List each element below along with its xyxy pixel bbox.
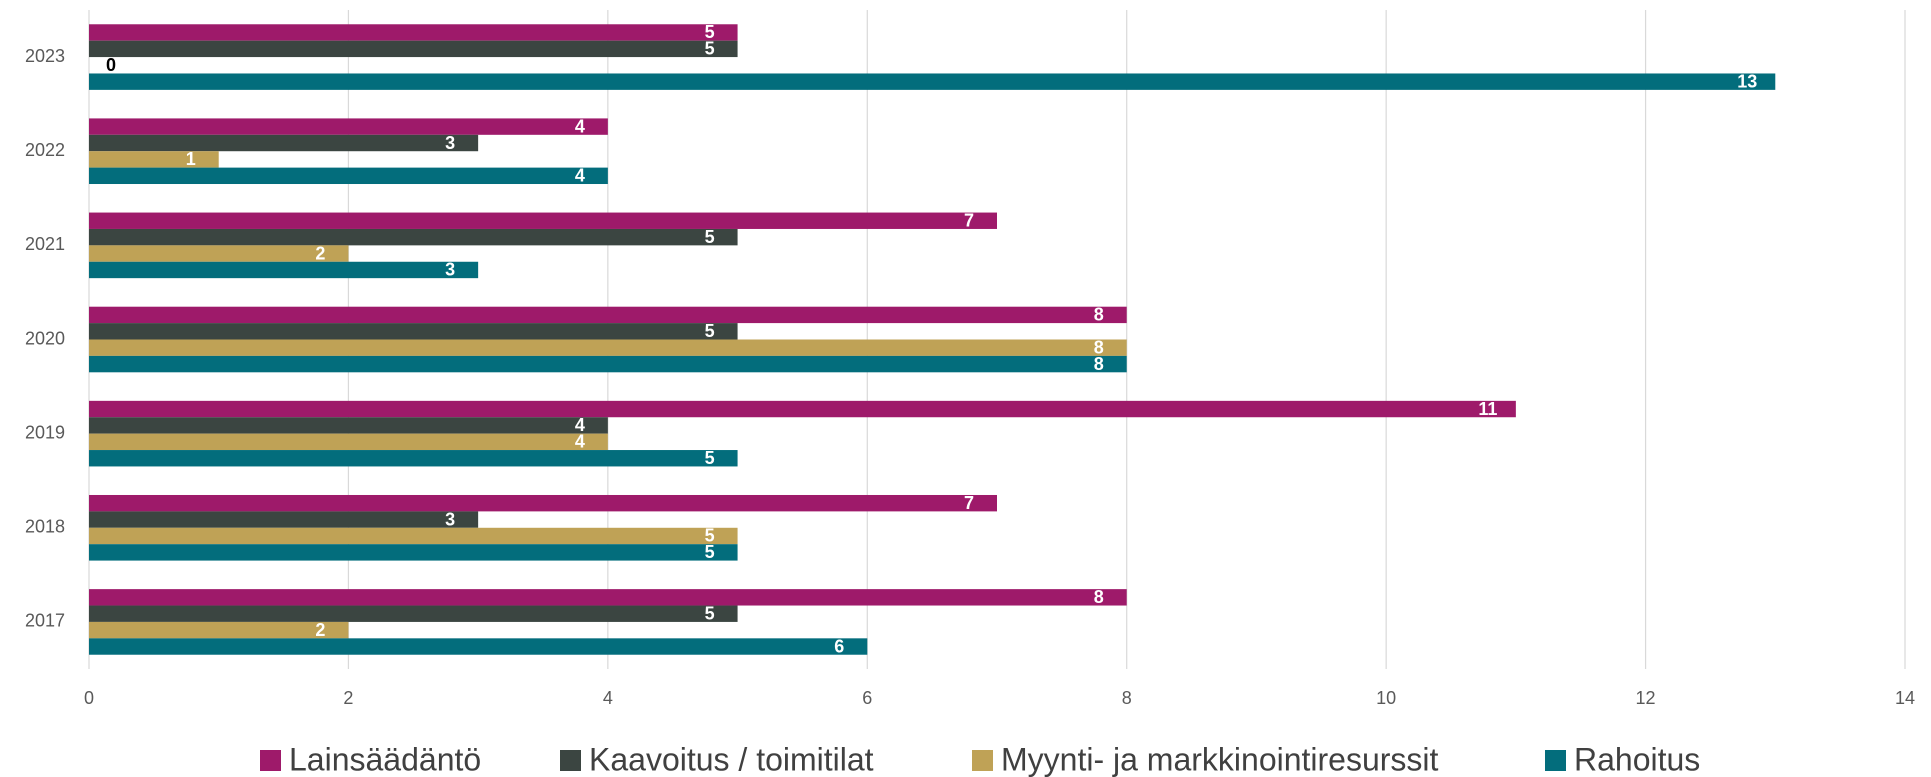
value-label: 3 — [445, 509, 455, 529]
value-label: 3 — [445, 133, 455, 153]
bar — [89, 544, 738, 561]
value-label: 11 — [1478, 399, 1497, 419]
value-label: 8 — [1094, 337, 1104, 357]
x-tick-label: 6 — [862, 688, 872, 708]
y-tick-label: 2018 — [25, 517, 65, 537]
y-tick-label: 2023 — [25, 46, 65, 66]
value-label: 5 — [705, 603, 715, 623]
bar — [89, 134, 479, 152]
value-label: 5 — [705, 321, 715, 341]
y-tick-label: 2017 — [25, 611, 65, 631]
x-tick-label: 0 — [84, 688, 94, 708]
value-label: 13 — [1737, 71, 1757, 91]
value-label: 5 — [705, 39, 715, 59]
bar — [89, 511, 479, 528]
x-tick-label: 12 — [1636, 688, 1656, 708]
bar — [89, 355, 1127, 373]
bar — [89, 605, 738, 622]
x-tick-label: 2 — [343, 688, 353, 708]
y-tick-label: 2019 — [25, 422, 65, 442]
legend-label: Kaavoitus / toimitilat — [589, 741, 874, 777]
bar — [89, 24, 738, 41]
bar — [89, 228, 738, 246]
y-tick-label: 2021 — [25, 234, 65, 254]
value-label: 5 — [705, 526, 715, 546]
legend-swatch — [972, 750, 993, 771]
value-label: 4 — [575, 432, 585, 452]
legend-swatch — [1545, 750, 1566, 771]
x-tick-label: 8 — [1122, 688, 1132, 708]
y-tick-label: 2020 — [25, 328, 65, 348]
bar — [89, 306, 1127, 324]
legend-swatch — [260, 750, 281, 771]
value-label: 0 — [106, 55, 116, 75]
bar — [89, 151, 219, 168]
bar — [89, 245, 349, 262]
x-tick-label: 10 — [1376, 688, 1396, 708]
value-label: 8 — [1094, 305, 1104, 325]
bar — [89, 621, 349, 639]
legend-label: Lainsäädäntö — [289, 741, 481, 777]
value-label: 2 — [315, 243, 325, 263]
value-label: 2 — [315, 620, 325, 640]
value-label: 5 — [705, 542, 715, 562]
value-label: 5 — [705, 448, 715, 468]
value-label: 8 — [1094, 354, 1104, 374]
value-label: 7 — [964, 493, 974, 513]
bar — [89, 400, 1516, 418]
bar — [89, 167, 608, 185]
value-label: 8 — [1094, 587, 1104, 607]
value-label: 3 — [445, 260, 455, 280]
legend-label: Rahoitus — [1574, 741, 1700, 777]
bar — [89, 40, 738, 58]
bar — [89, 73, 1776, 90]
bar — [89, 323, 738, 340]
bar — [89, 261, 479, 279]
bar — [89, 212, 997, 229]
bar — [89, 527, 738, 545]
x-tick-label: 14 — [1895, 688, 1915, 708]
x-tick-label: 4 — [603, 688, 613, 708]
legend-label: Myynti- ja markkinointiresurssit — [1001, 741, 1439, 777]
bar — [89, 638, 868, 655]
value-label: 5 — [705, 227, 715, 247]
legend-swatch — [560, 750, 581, 771]
value-label: 4 — [575, 116, 585, 136]
value-label: 7 — [964, 211, 974, 231]
bar — [89, 417, 608, 434]
bar — [89, 118, 608, 135]
value-label: 4 — [575, 166, 585, 186]
value-label: 4 — [575, 415, 585, 435]
bar — [89, 339, 1127, 356]
bar — [89, 494, 997, 512]
value-label: 1 — [186, 149, 196, 169]
value-label: 5 — [705, 22, 715, 42]
bar — [89, 433, 608, 451]
bar — [89, 589, 1127, 606]
value-label: 6 — [834, 636, 844, 656]
bar — [89, 450, 738, 467]
y-tick-label: 2022 — [25, 140, 65, 160]
